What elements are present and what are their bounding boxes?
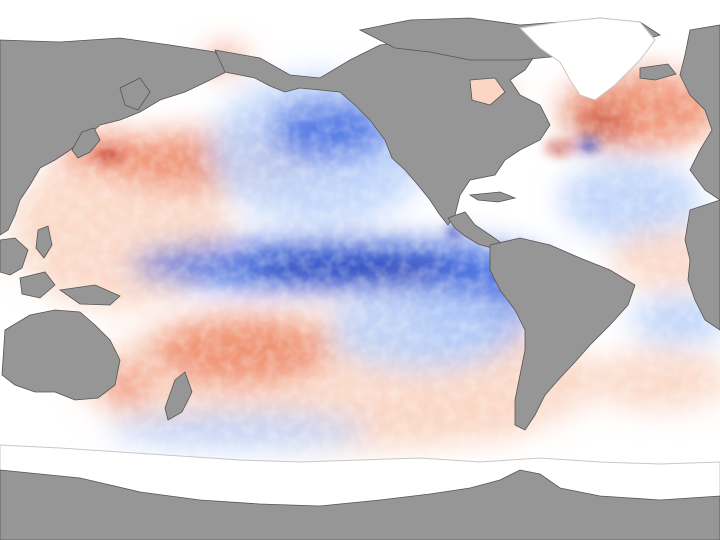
land-southeast-asia [0, 237, 29, 276]
land-caribbean [468, 191, 517, 203]
land-japan [71, 127, 101, 159]
land-layer [0, 17, 720, 540]
land-greenland [518, 17, 656, 101]
land-new-zealand [164, 371, 193, 421]
land-africa [684, 199, 720, 331]
land-antarctica [0, 469, 720, 540]
land-iceland [639, 63, 677, 81]
land-kamchatka [119, 77, 151, 111]
hudson-bay [469, 77, 506, 106]
land-asia [0, 37, 231, 236]
land-philippines [35, 225, 53, 259]
land-borneo [19, 271, 56, 299]
land-europe [679, 24, 720, 201]
land-new-guinea [58, 284, 121, 306]
land-south-america [489, 237, 636, 431]
land-australia [1, 309, 121, 401]
